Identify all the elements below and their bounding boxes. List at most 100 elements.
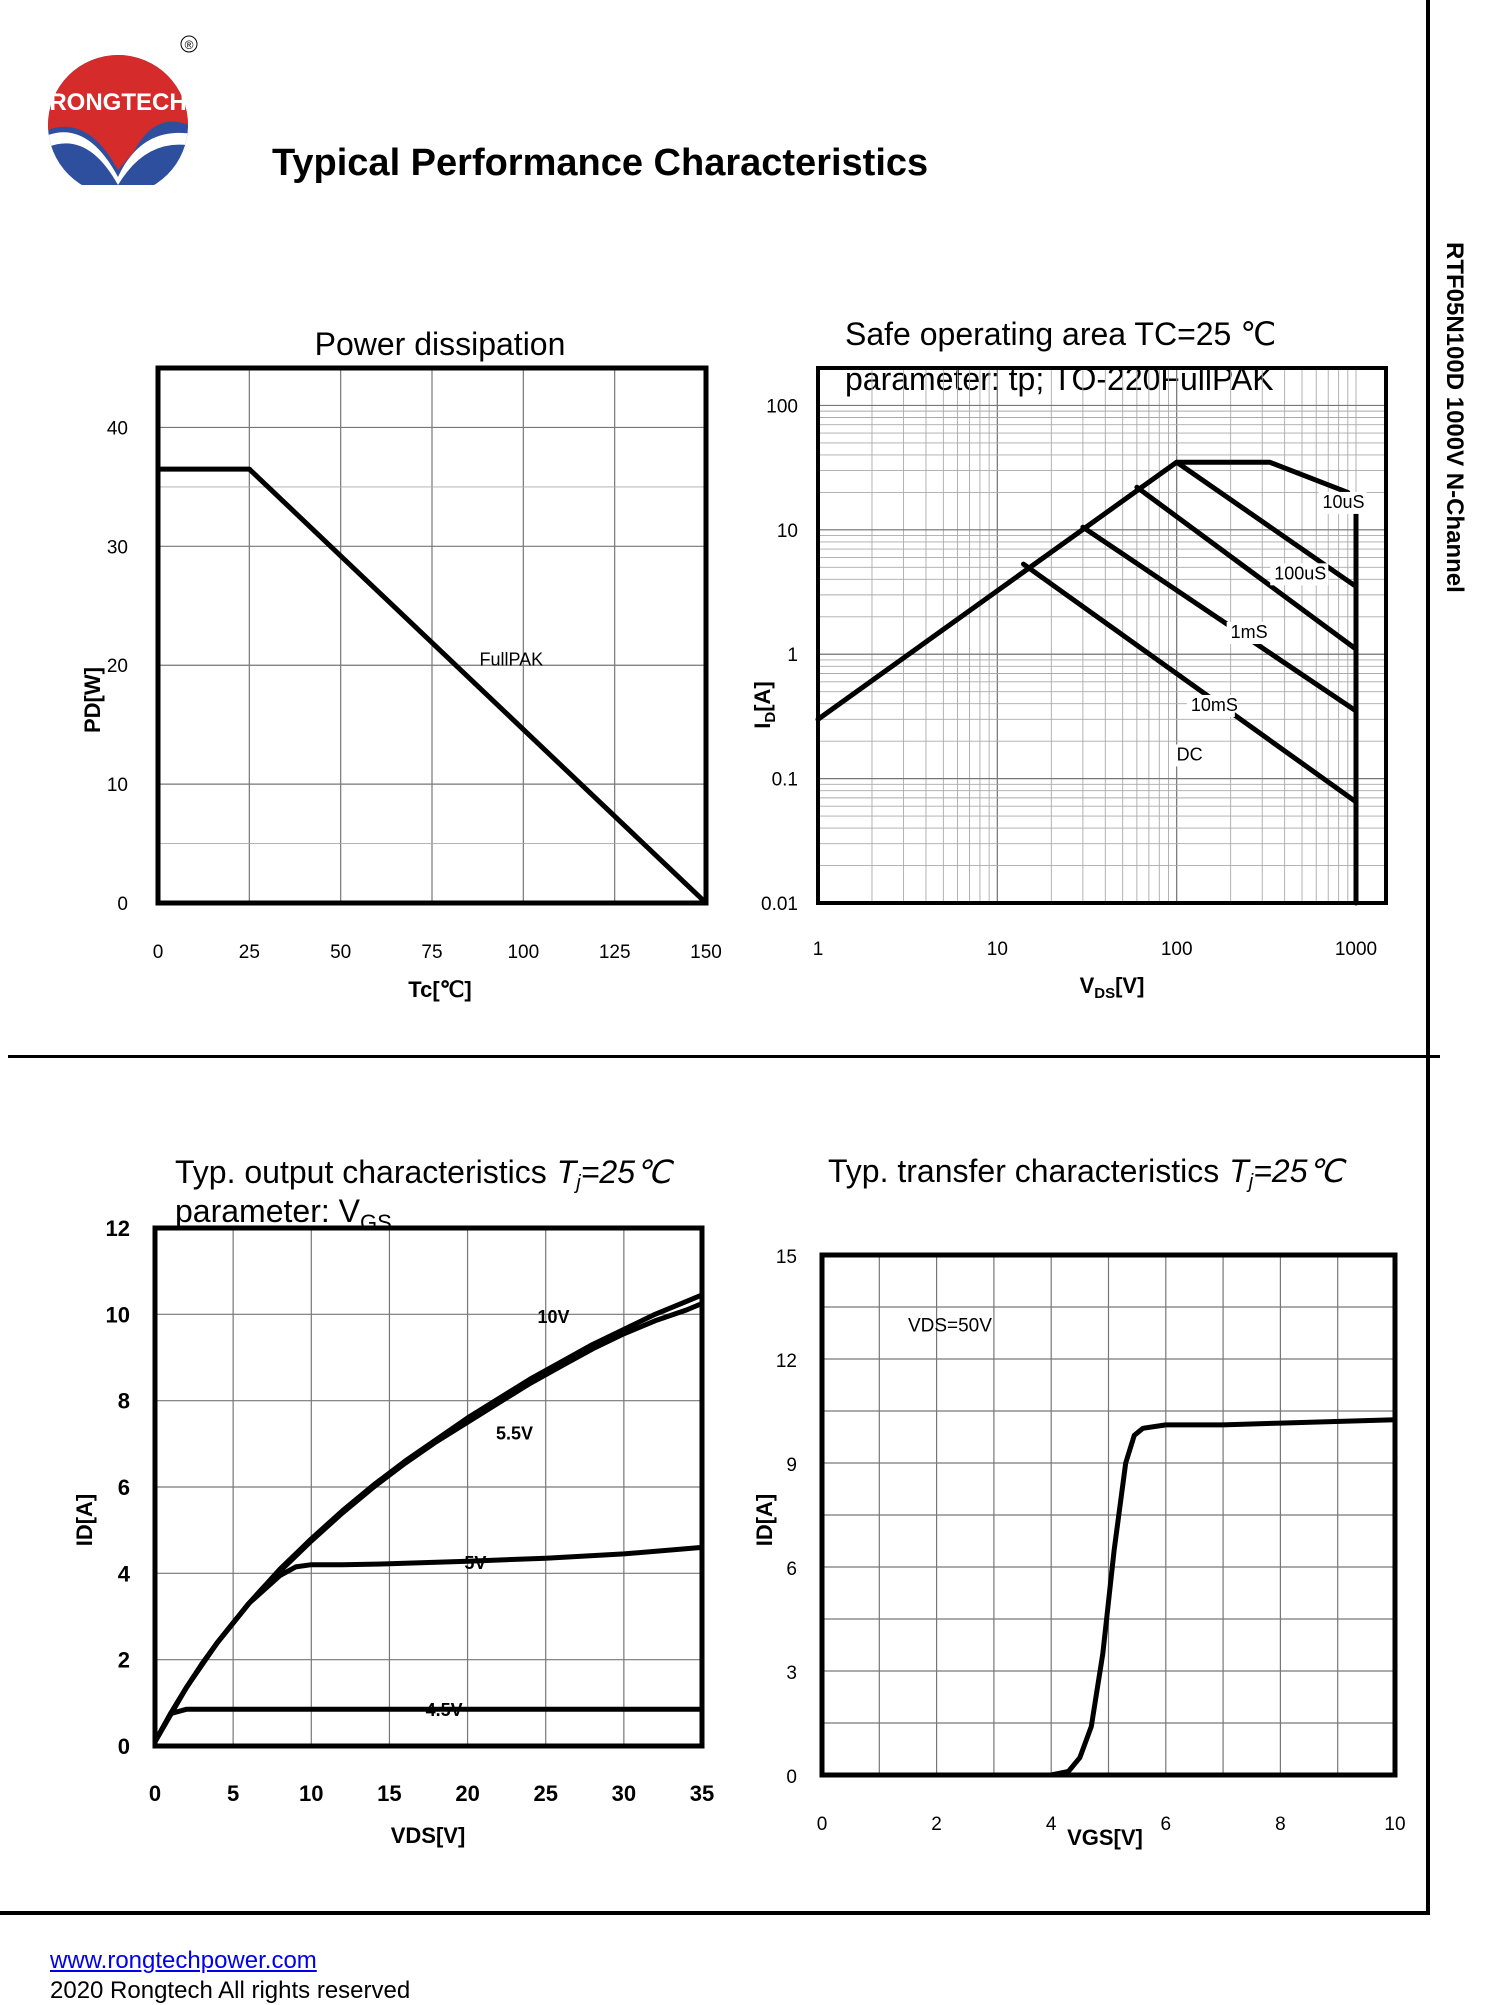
registered-mark-circle	[180, 35, 198, 53]
transfer-y-tick: 9	[786, 1455, 797, 1476]
output-subtitle-sub: GS	[360, 1210, 392, 1235]
soa-annotation: 100uS	[1274, 563, 1326, 583]
output-y-tick: 12	[106, 1216, 130, 1241]
soa-x-tick: 1000	[1335, 939, 1377, 960]
transfer-title-math-unit: ℃	[1308, 1153, 1348, 1189]
soa-x-label-sub: DS	[1094, 985, 1115, 1002]
output-y-tick: 6	[118, 1475, 130, 1500]
soa-series-10us	[1174, 459, 1359, 589]
soa-y-label-unit: [A]	[750, 681, 775, 712]
soa-annotation-bg	[1172, 744, 1201, 767]
power-plot-frame	[155, 365, 709, 906]
output-x-tick: 5	[227, 1781, 239, 1806]
soa-chart-title: Safe operating area TC=25 ℃	[845, 316, 1276, 352]
soa-x-label-main: V	[1080, 973, 1095, 998]
soa-annotation-bg	[1318, 491, 1367, 514]
output-annotation: 5.5V	[496, 1424, 533, 1444]
output-x-tick: 25	[533, 1781, 557, 1806]
output-annotation: 10V	[538, 1307, 570, 1327]
transfer-y-tick: 0	[786, 1767, 797, 1788]
website-link[interactable]: www.rongtechpower.com	[50, 1947, 317, 1974]
transfer-title-math-sub: j	[1246, 1171, 1254, 1193]
soa-annotation: 1mS	[1231, 622, 1268, 642]
transfer-title-text: Typ. transfer characteristics	[828, 1153, 1219, 1189]
output-series-5v	[152, 1544, 705, 1745]
output-y-tick: 8	[118, 1389, 130, 1414]
section-divider	[8, 1055, 1440, 1058]
soa-annotation: 10mS	[1191, 695, 1238, 715]
output-x-label: VDS[V]	[391, 1823, 466, 1848]
soa-y-tick: 10	[777, 521, 798, 542]
transfer-y-label: ID[A]	[752, 1494, 777, 1547]
power-y-tick: 30	[107, 537, 128, 558]
transfer-title-math-main: T	[1229, 1153, 1251, 1189]
soa-y-tick: 0.1	[772, 770, 798, 791]
output-title-math-main: T	[557, 1154, 579, 1190]
soa-x-label: VDS[V]	[1080, 973, 1145, 1002]
power-y-tick: 10	[107, 775, 128, 796]
output-y-tick: 4	[118, 1561, 131, 1586]
soa-y-label-sub: D	[762, 712, 779, 723]
soa-x-tick: 100	[1161, 939, 1193, 960]
output-y-tick: 0	[118, 1734, 130, 1759]
logo-wave	[48, 132, 188, 185]
soa-annotation: 10uS	[1322, 492, 1364, 512]
output-chart-title: Typ. output characteristics Tj=25℃	[175, 1154, 675, 1194]
output-series-5-5v	[152, 1301, 705, 1745]
transfer-x-tick: 8	[1275, 1814, 1286, 1835]
output-x-tick: 20	[455, 1781, 479, 1806]
copyright-text: 2020 Rongtech All rights reserved	[50, 1977, 411, 2004]
power-x-tick: 25	[239, 942, 260, 963]
output-annotation: 4.5V	[426, 1700, 463, 1720]
transfer-x-tick: 2	[931, 1814, 942, 1835]
output-title-math-unit: ℃	[635, 1154, 675, 1190]
soa-x-label-unit: [V]	[1115, 973, 1144, 998]
output-series-10v	[152, 1292, 705, 1745]
transfer-x-tick: 6	[1161, 1814, 1172, 1835]
power-x-tick: 75	[421, 942, 442, 963]
output-subtitle-main: parameter: V	[175, 1193, 361, 1229]
power-y-tick: 20	[107, 656, 128, 677]
power-x-tick: 100	[507, 942, 539, 963]
soa-series-100us	[1134, 484, 1359, 652]
output-x-tick: 35	[690, 1781, 714, 1806]
soa-annotation-bg	[1186, 694, 1235, 717]
output-title-math-sub: j	[573, 1172, 581, 1194]
output-title-math-rest: =25	[581, 1154, 635, 1190]
output-plot-frame	[152, 1225, 705, 1749]
transfer-y-tick: 6	[786, 1559, 797, 1580]
output-x-tick: 10	[299, 1781, 323, 1806]
soa-series-10ms-dc	[1021, 561, 1359, 805]
transfer-series-vds-50v	[819, 1417, 1398, 1778]
soa-plot-frame	[816, 366, 1388, 905]
transfer-x-tick: 10	[1384, 1814, 1405, 1835]
logo-red-top	[48, 55, 188, 170]
output-y-label: ID[A]	[72, 1494, 97, 1547]
power-x-tick: 50	[330, 942, 351, 963]
power-chart-title: Power dissipation	[315, 326, 566, 362]
transfer-title-math-rest: =25	[1253, 1153, 1307, 1189]
transfer-chart-title: Typ. transfer characteristics Tj=25℃	[828, 1153, 1348, 1193]
soa-y-label: ID[A]	[750, 681, 779, 729]
power-y-tick: 40	[107, 418, 128, 439]
output-series-4-5v	[152, 1706, 705, 1745]
output-title-text: Typ. output characteristics	[175, 1154, 547, 1190]
transfer-y-tick: 3	[786, 1663, 797, 1684]
power-y-label: PD[W]	[80, 667, 105, 733]
rongtech-logo: RONGTECH ®	[48, 35, 198, 185]
soa-annotation: DC	[1177, 744, 1203, 764]
power-y-tick: 0	[117, 894, 128, 915]
logo-registered-mark: ®	[185, 38, 194, 52]
soa-annotation-bg	[1226, 622, 1265, 645]
power-x-tick: 0	[153, 942, 164, 963]
transfer-y-tick: 12	[776, 1351, 797, 1372]
output-annotation: 5V	[464, 1553, 486, 1573]
output-x-tick: 30	[612, 1781, 636, 1806]
output-x-tick: 0	[149, 1781, 161, 1806]
transfer-annotation: VDS=50V	[908, 1315, 992, 1336]
power-series-fullpak	[155, 466, 709, 906]
soa-x-tick: 1	[813, 939, 824, 960]
logo-brand-text: RONGTECH	[49, 89, 186, 116]
soa-y-label-main: I	[750, 723, 775, 729]
